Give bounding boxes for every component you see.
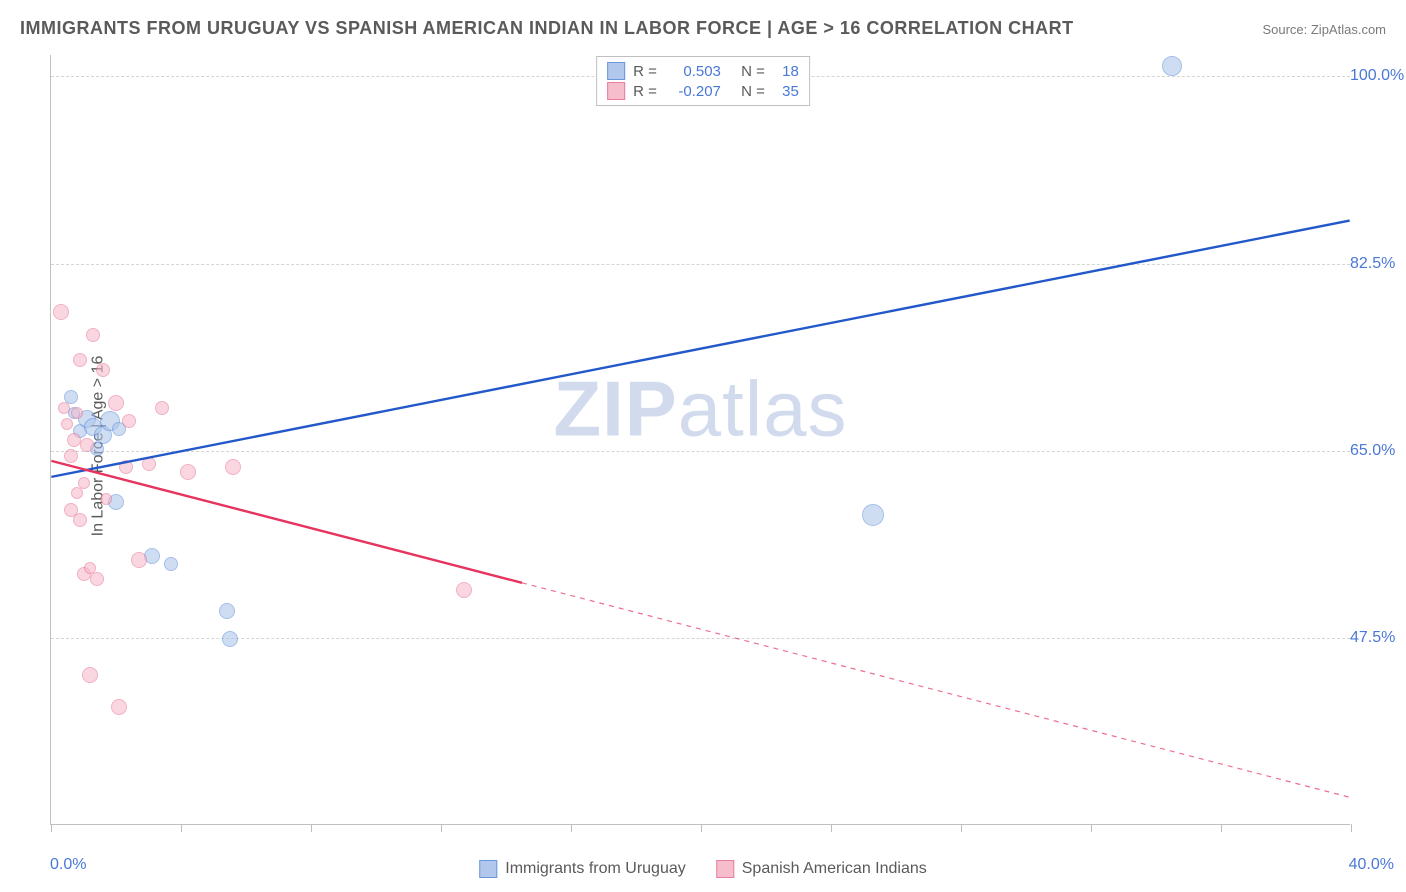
swatch-spanish-ai (607, 82, 625, 100)
data-point-spanish_ai (90, 572, 104, 586)
data-point-spanish_ai (73, 513, 87, 527)
correlation-row-spanish-ai: R = -0.207 N = 35 (607, 81, 799, 101)
watermark: ZIPatlas (553, 363, 847, 454)
data-point-spanish_ai (142, 457, 156, 471)
data-point-spanish_ai (64, 449, 78, 463)
data-point-spanish_ai (100, 493, 112, 505)
x-tick (1351, 824, 1352, 832)
data-point-spanish_ai (155, 401, 169, 415)
data-point-spanish_ai (96, 363, 110, 377)
n-label: N = (741, 83, 765, 100)
data-point-uruguay (862, 504, 884, 526)
swatch-uruguay (607, 62, 625, 80)
x-axis-min-label: 0.0% (50, 856, 86, 874)
data-point-spanish_ai (58, 402, 70, 414)
n-value-uruguay: 18 (773, 63, 799, 80)
y-tick-label: 47.5% (1350, 629, 1406, 647)
x-tick (181, 824, 182, 832)
data-point-spanish_ai (86, 328, 100, 342)
chart-title: IMMIGRANTS FROM URUGUAY VS SPANISH AMERI… (20, 18, 1074, 39)
data-point-spanish_ai (180, 464, 196, 480)
data-point-uruguay (222, 631, 238, 647)
regression-line-spanish_ai (51, 461, 522, 583)
data-point-spanish_ai (456, 582, 472, 598)
r-label: R = (633, 83, 657, 100)
data-point-spanish_ai (225, 459, 241, 475)
data-point-spanish_ai (78, 477, 90, 489)
x-tick (961, 824, 962, 832)
n-value-spanish-ai: 35 (773, 83, 799, 100)
chart-container: IMMIGRANTS FROM URUGUAY VS SPANISH AMERI… (0, 0, 1406, 892)
regression-extrapolation-spanish_ai (522, 583, 1350, 797)
r-value-spanish-ai: -0.207 (665, 83, 721, 100)
legend-label-uruguay: Immigrants from Uruguay (505, 860, 686, 878)
regression-line-uruguay (51, 221, 1349, 477)
legend-item-spanish-ai: Spanish American Indians (716, 860, 927, 878)
x-tick (441, 824, 442, 832)
legend-label-spanish-ai: Spanish American Indians (742, 860, 927, 878)
watermark-prefix: ZIP (553, 364, 677, 452)
gridline (51, 264, 1350, 265)
x-tick (1091, 824, 1092, 832)
plot-area: ZIPatlas 47.5%65.0%82.5%100.0% (50, 55, 1350, 825)
data-point-spanish_ai (71, 407, 83, 419)
x-tick (51, 824, 52, 832)
x-axis-max-label: 40.0% (1349, 856, 1394, 874)
y-tick-label: 100.0% (1350, 67, 1406, 85)
x-tick (571, 824, 572, 832)
x-tick (1221, 824, 1222, 832)
correlation-row-uruguay: R = 0.503 N = 18 (607, 61, 799, 81)
data-point-spanish_ai (73, 353, 87, 367)
watermark-suffix: atlas (678, 364, 848, 452)
source-label: Source: ZipAtlas.com (1262, 22, 1386, 37)
data-point-spanish_ai (131, 552, 147, 568)
data-point-uruguay (164, 557, 178, 571)
data-point-spanish_ai (61, 418, 73, 430)
regression-lines (51, 55, 1350, 824)
data-point-spanish_ai (71, 487, 83, 499)
x-tick (831, 824, 832, 832)
y-tick-label: 65.0% (1350, 442, 1406, 460)
data-point-uruguay (219, 603, 235, 619)
r-value-uruguay: 0.503 (665, 63, 721, 80)
legend-item-uruguay: Immigrants from Uruguay (479, 860, 686, 878)
y-tick-label: 82.5% (1350, 255, 1406, 273)
r-label: R = (633, 63, 657, 80)
data-point-spanish_ai (53, 304, 69, 320)
swatch-spanish-ai-icon (716, 860, 734, 878)
n-label: N = (741, 63, 765, 80)
data-point-spanish_ai (111, 699, 127, 715)
data-point-spanish_ai (80, 438, 94, 452)
correlation-legend: R = 0.503 N = 18 R = -0.207 N = 35 (596, 56, 810, 106)
x-tick (311, 824, 312, 832)
data-point-spanish_ai (82, 667, 98, 683)
data-point-spanish_ai (122, 414, 136, 428)
swatch-uruguay-icon (479, 860, 497, 878)
x-tick (701, 824, 702, 832)
series-legend: Immigrants from Uruguay Spanish American… (479, 860, 927, 878)
data-point-spanish_ai (108, 395, 124, 411)
data-point-spanish_ai (119, 460, 133, 474)
data-point-uruguay (1162, 56, 1182, 76)
gridline (51, 451, 1350, 452)
data-point-spanish_ai (67, 433, 81, 447)
gridline (51, 638, 1350, 639)
